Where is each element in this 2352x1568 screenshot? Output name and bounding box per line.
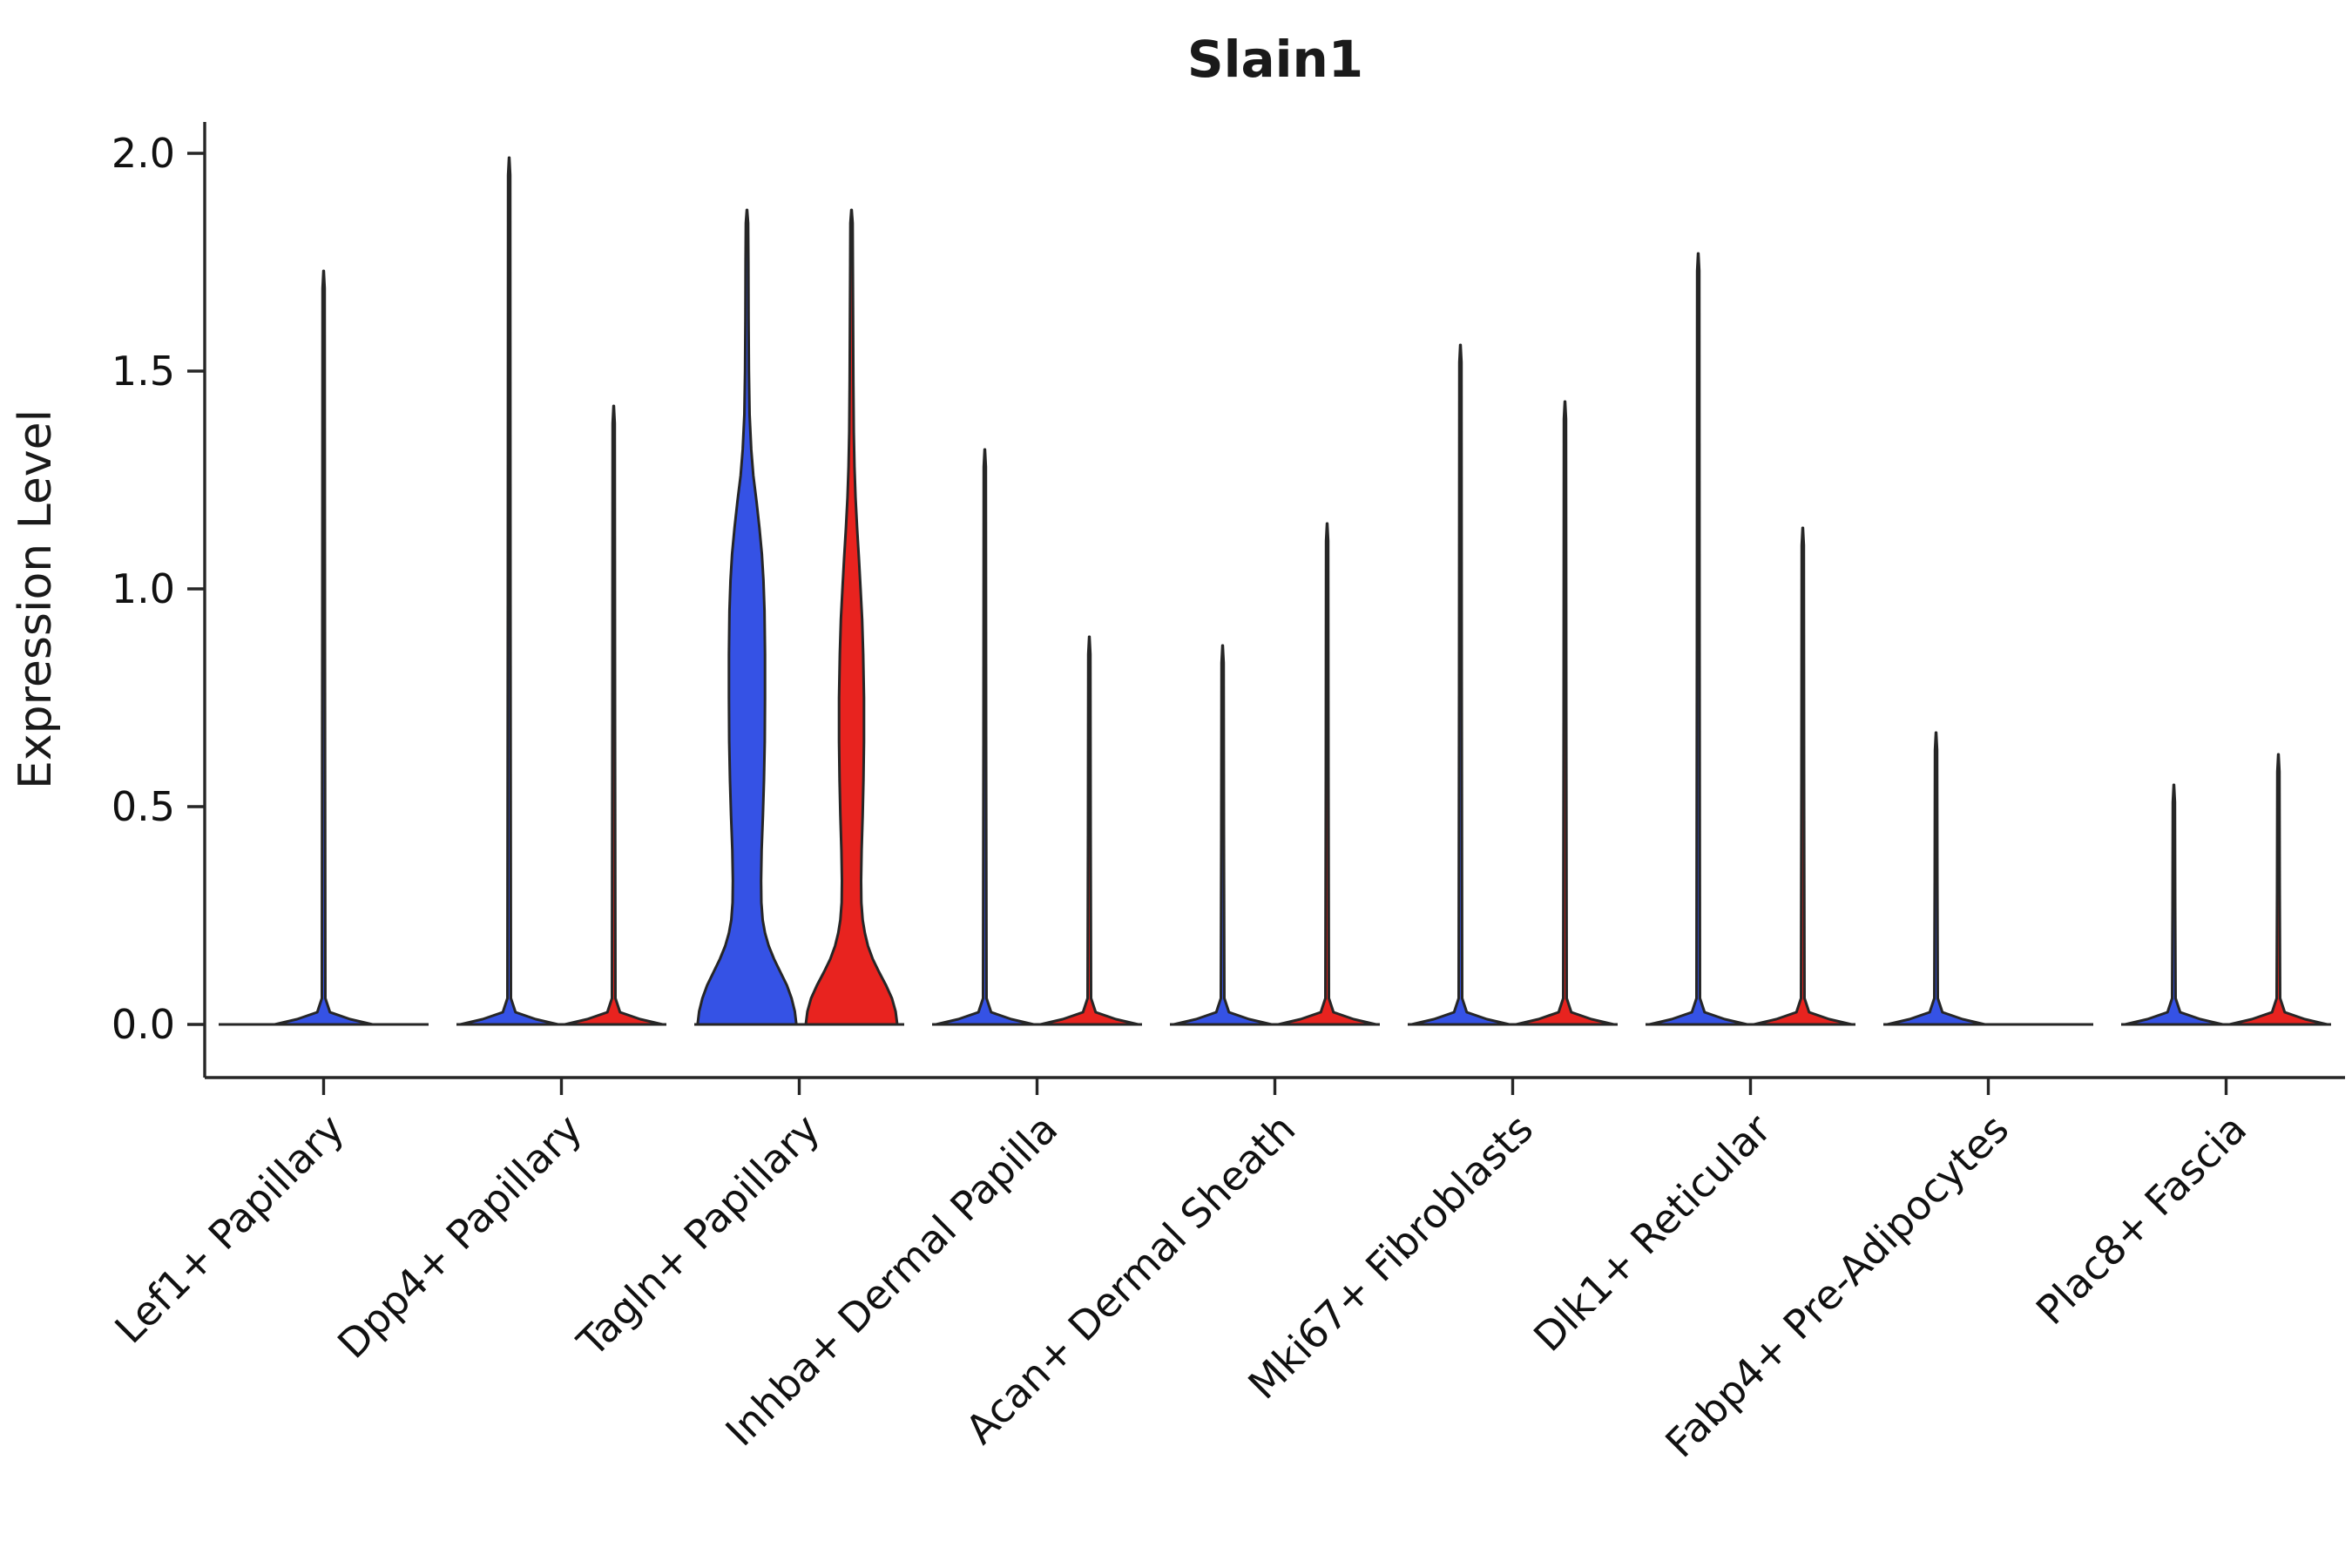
y-tick-label: 1.5 [112, 348, 175, 395]
x-tick-label: Dlk1+ Reticular [1524, 1105, 1780, 1361]
blue-violin-mki67-fibroblasts [1409, 343, 1511, 1026]
y-tick-label: 0.5 [112, 783, 175, 830]
chart-title: Slain1 [1187, 30, 1363, 89]
red-violin-acan-dermal-sheath [1276, 522, 1378, 1026]
red-violin-inhba-dermal-papilla [1038, 635, 1140, 1026]
red-violin-tagln-papillary [804, 208, 899, 1026]
blue-violin-dpp4-papillary [458, 156, 560, 1026]
x-tick-label: Lef1+ Papillary [105, 1105, 353, 1353]
blue-violin-acan-dermal-sheath [1172, 644, 1274, 1026]
blue-violin-inhba-dermal-papilla [934, 448, 1036, 1026]
x-tick-label: Plac8+ Fascia [2027, 1105, 2255, 1334]
x-tick-label: Tagln+ Papillary [568, 1105, 829, 1367]
blue-violin-fabp4-pre-adipocytes [1885, 731, 1987, 1026]
y-tick-label: 0.0 [112, 1001, 175, 1048]
red-violin-plac8-fascia [2227, 753, 2329, 1026]
x-tick-label: Dpp4+ Papillary [328, 1105, 591, 1368]
blue-violin-lef1-papillary [273, 269, 375, 1026]
red-violin-mki67-fibroblasts [1514, 400, 1616, 1026]
y-tick-label: 2.0 [112, 130, 175, 177]
y-axis-label: Expression Level [10, 409, 62, 789]
red-violin-dlk1-reticular [1752, 526, 1854, 1026]
blue-violin-dlk1-reticular [1647, 252, 1749, 1026]
y-tick-label: 1.0 [112, 565, 175, 612]
blue-violin-tagln-papillary [696, 208, 798, 1026]
red-violin-dpp4-papillary [563, 404, 665, 1026]
blue-violin-plac8-fascia [2123, 783, 2225, 1026]
